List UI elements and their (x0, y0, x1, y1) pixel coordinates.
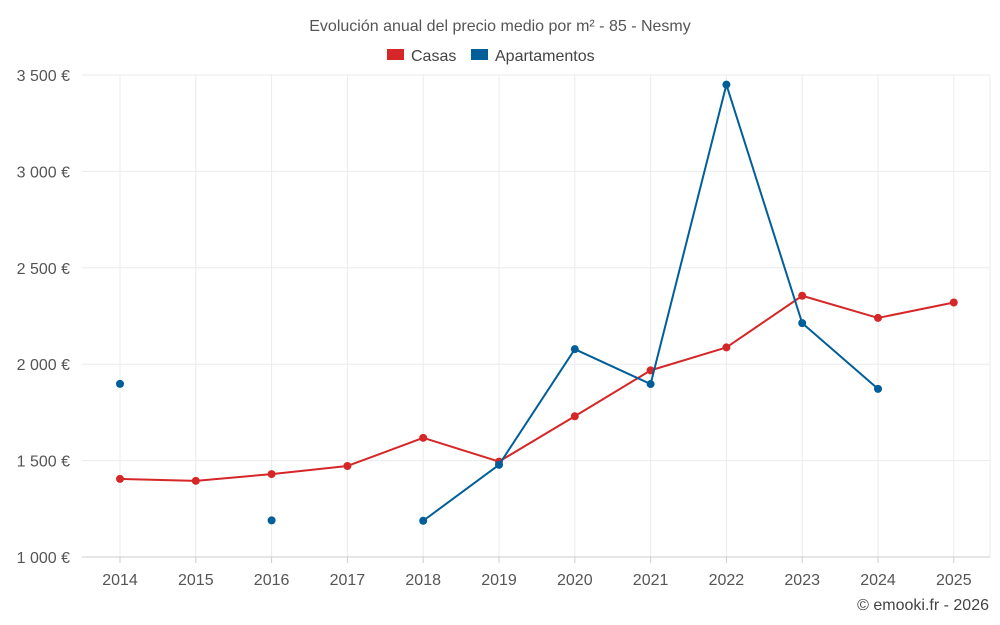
chart-title: Evolución anual del precio medio por m² … (309, 18, 691, 35)
data-point-casas[interactable] (191, 476, 200, 485)
data-point-casas[interactable] (343, 461, 352, 470)
x-tick-label: 2018 (405, 572, 441, 589)
x-tick-label: 2023 (784, 572, 820, 589)
legend-label-apartamentos: Apartamentos (495, 48, 595, 65)
x-tick-label: 2021 (633, 572, 669, 589)
data-point-apartamentos[interactable] (570, 345, 579, 354)
data-point-apartamentos[interactable] (267, 516, 276, 525)
legend-swatch-apartamentos (471, 49, 488, 60)
x-tick-label: 2014 (102, 572, 138, 589)
data-point-apartamentos[interactable] (874, 384, 882, 393)
data-point-casas[interactable] (798, 291, 807, 300)
x-tick-label: 2025 (936, 572, 972, 589)
legend: Casas Apartamentos (387, 48, 595, 65)
data-point-casas[interactable] (419, 433, 428, 442)
x-tick-label: 2024 (860, 572, 896, 589)
x-tick-label: 2022 (709, 572, 745, 589)
x-tick-label: 2020 (557, 572, 593, 589)
y-tick-label: 1 000 € (17, 550, 70, 567)
grid (82, 74, 991, 558)
data-point-apartamentos[interactable] (722, 80, 731, 89)
x-tick-label: 2019 (481, 572, 517, 589)
data-point-apartamentos[interactable] (495, 460, 503, 469)
data-point-casas[interactable] (116, 474, 124, 483)
y-tick-label: 3 500 € (17, 68, 70, 85)
legend-swatch-casas (387, 49, 404, 60)
series (116, 80, 958, 525)
data-point-apartamentos[interactable] (116, 379, 124, 388)
x-tick-label: 2015 (178, 572, 214, 589)
data-point-apartamentos[interactable] (419, 516, 428, 525)
data-point-casas[interactable] (949, 298, 958, 307)
data-point-apartamentos[interactable] (798, 319, 807, 328)
y-tick-label: 2 500 € (17, 261, 70, 278)
x-tick-label: 2017 (330, 572, 366, 589)
series-casas (116, 291, 958, 485)
credit-text: © emooki.fr - 2026 (857, 597, 989, 614)
data-point-apartamentos[interactable] (646, 380, 655, 389)
data-point-casas[interactable] (570, 412, 579, 421)
series-line-casas (119, 294, 954, 482)
x-tick-label: 2016 (254, 572, 290, 589)
data-point-casas[interactable] (874, 313, 882, 322)
axes: 1 000 € 1 500 € 2 000 € 2 500 € 3 000 € 3 500… (17, 68, 990, 589)
data-point-casas[interactable] (267, 470, 276, 479)
y-tick-label: 3 000 € (17, 164, 70, 181)
legend-label-casas: Casas (411, 48, 456, 65)
y-tick-label: 1 500 € (17, 454, 70, 471)
y-tick-label: 2 000 € (17, 357, 70, 374)
series-apartamentos (116, 80, 882, 525)
data-point-casas[interactable] (722, 343, 731, 352)
